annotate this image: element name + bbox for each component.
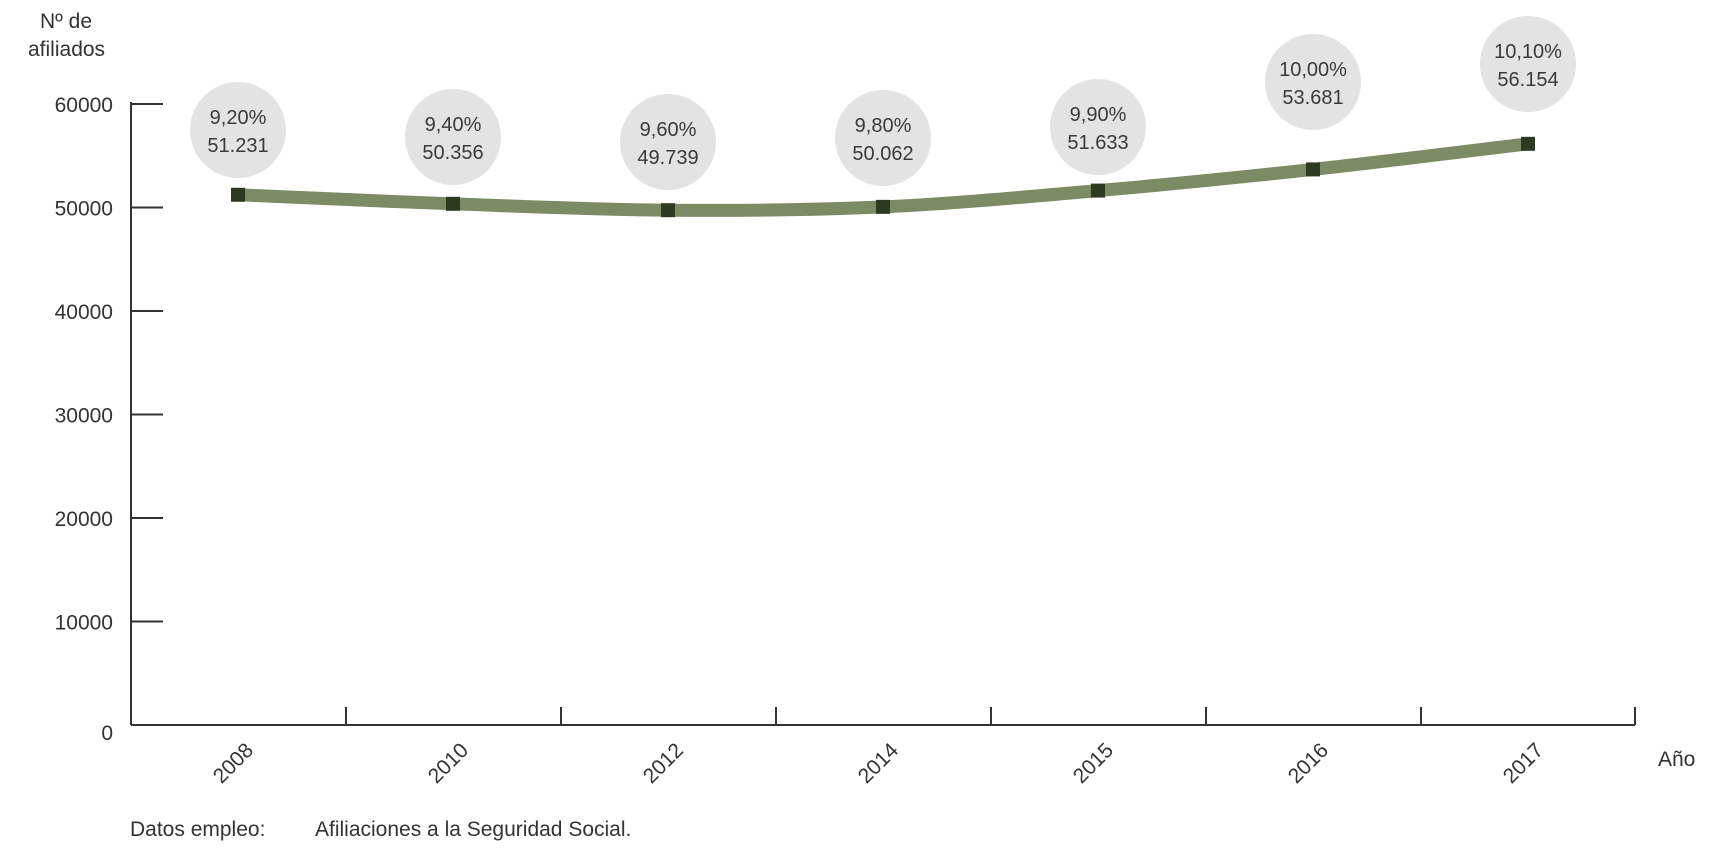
value-label: 53.681	[1282, 87, 1343, 109]
y-axis-title-line1: Nº de	[40, 10, 92, 33]
x-tick-label: 2015	[1069, 739, 1118, 788]
y-axis-title-line2: afiliados	[28, 38, 105, 61]
x-tick-label: 2017	[1499, 739, 1548, 788]
percent-label: 9,20%	[210, 107, 267, 129]
percent-label: 9,40%	[425, 114, 482, 136]
percent-label: 9,80%	[855, 115, 912, 137]
x-tick-label: 2016	[1284, 739, 1333, 788]
value-bubble	[190, 82, 286, 178]
x-tick-label: 2010	[424, 739, 473, 788]
data-markers	[231, 136, 1535, 218]
data-point	[446, 196, 460, 211]
footnote-text: Afiliaciones a la Seguridad Social.	[315, 818, 631, 841]
percent-label: 9,90%	[1070, 104, 1127, 126]
value-label: 56.154	[1497, 69, 1558, 91]
value-label: 51.633	[1067, 132, 1128, 154]
footnote-label: Datos empleo:	[130, 818, 265, 841]
value-bubble	[620, 94, 716, 190]
y-tick-label: 30000	[55, 405, 113, 428]
value-label: 50.062	[852, 143, 913, 165]
data-point	[1091, 183, 1105, 198]
value-bubble	[835, 90, 931, 186]
value-label: 49.739	[637, 147, 698, 169]
percent-label: 10,10%	[1494, 41, 1562, 63]
data-point	[231, 187, 245, 202]
value-label: 51.231	[207, 135, 268, 157]
y-tick-label: 60000	[55, 94, 113, 117]
y-tick-label: 20000	[55, 508, 113, 531]
y-tick-label: 50000	[55, 198, 113, 221]
value-bubble	[405, 89, 501, 185]
value-bubble	[1050, 79, 1146, 175]
value-bubbles	[190, 16, 1576, 190]
axes	[130, 102, 1636, 726]
value-bubble	[1480, 16, 1576, 112]
y-tick-label: 0	[101, 722, 113, 745]
data-point	[1521, 136, 1535, 151]
x-tick-label: 2012	[639, 739, 688, 788]
x-tick-label: 2008	[209, 739, 258, 788]
data-point	[876, 199, 890, 214]
value-label: 50.356	[422, 142, 483, 164]
y-tick-label: 40000	[55, 301, 113, 324]
x-tick-label: 2014	[854, 739, 904, 789]
percent-label: 9,60%	[640, 119, 697, 141]
tick-labels: Nº de afiliados Año Datos empleo: Afilia…	[28, 10, 1695, 841]
data-point	[1306, 162, 1320, 177]
data-point	[661, 203, 675, 218]
x-axis-title: Año	[1658, 748, 1695, 771]
y-tick-label: 10000	[55, 612, 113, 635]
percent-label: 10,00%	[1279, 59, 1347, 81]
value-bubble	[1265, 34, 1361, 130]
